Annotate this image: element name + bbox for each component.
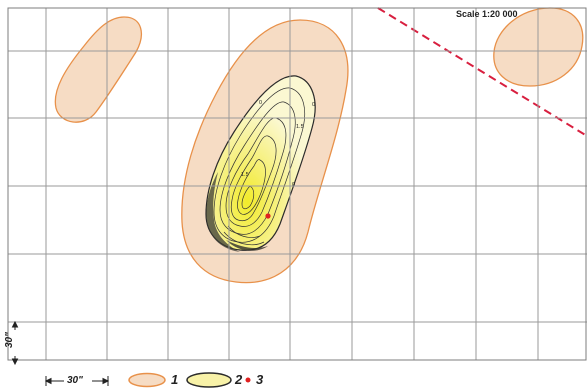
contour-body: [205, 75, 316, 251]
scale-label: Scale 1:20 000: [456, 9, 518, 19]
coordinate-grid: [8, 8, 587, 360]
contour-dark-rim: [206, 172, 240, 252]
contour-label: 0: [292, 182, 295, 188]
boundary-line: [377, 7, 587, 137]
contour-label: 0: [259, 100, 262, 106]
legend-symbol-1: [128, 372, 166, 388]
anomaly-zone-left: [54, 16, 142, 123]
legend-label-2: 2: [235, 372, 243, 387]
grid-step-x-label: 30": [67, 375, 83, 386]
legend-label-1: 1: [171, 372, 179, 387]
legend-symbol-2: [186, 372, 232, 388]
grid-step-x-marker: [44, 376, 110, 386]
contour-label: 1.5: [241, 172, 249, 178]
grid-step-y-marker: [11, 320, 19, 366]
contour-dark-rim-bottom: [226, 240, 268, 251]
legend-symbol-3: [245, 377, 251, 383]
isolines: [213, 87, 305, 246]
legend-label-3: 3: [256, 372, 264, 387]
point-marker: [265, 213, 271, 219]
grid-step-y-label: 30": [4, 332, 15, 348]
contour-label: 1.5: [296, 124, 304, 130]
contour-labels: 0 1.5 0 1.5 0: [241, 100, 315, 188]
contour-label: 0: [312, 102, 315, 108]
